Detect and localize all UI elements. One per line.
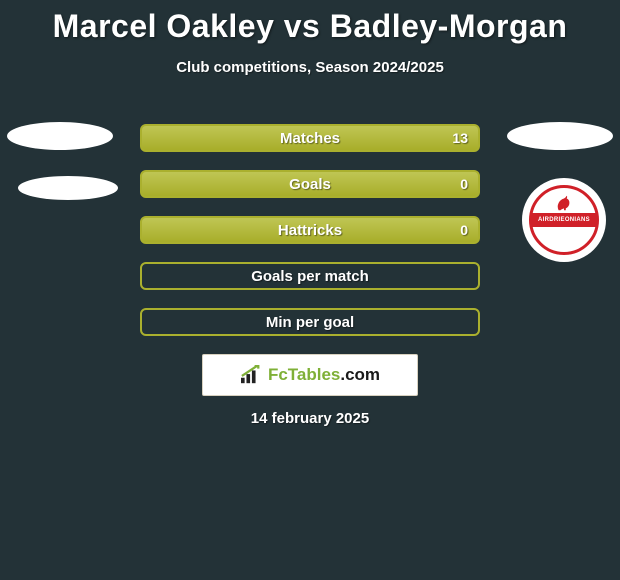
- stat-bar-goals-per-match: Goals per match: [140, 262, 480, 290]
- player-left-photo-placeholder-1: [7, 122, 113, 150]
- chart-icon: [240, 365, 262, 385]
- stat-label: Goals per match: [251, 268, 369, 285]
- subtitle: Club competitions, Season 2024/2025: [0, 59, 620, 76]
- stat-bar-min-per-goal: Min per goal: [140, 308, 480, 336]
- date-text: 14 february 2025: [0, 410, 620, 427]
- stats-bars: Matches 13 Goals 0 Hattricks 0 Goals per…: [140, 124, 480, 354]
- stat-value: 13: [452, 130, 468, 146]
- stat-label: Hattricks: [278, 222, 342, 239]
- badge-text: AIRDRIEONIANS: [532, 213, 596, 227]
- player-right-photo-placeholder: [507, 122, 613, 150]
- page-title: Marcel Oakley vs Badley-Morgan: [0, 0, 620, 45]
- player-left-photo-placeholder-2: [18, 176, 118, 200]
- stat-label: Matches: [280, 130, 340, 147]
- brand-attribution[interactable]: FcTables.com: [202, 354, 418, 396]
- stat-label: Goals: [289, 176, 331, 193]
- stat-label: Min per goal: [266, 314, 354, 331]
- stat-bar-matches: Matches 13: [140, 124, 480, 152]
- rooster-icon: [553, 194, 575, 212]
- stat-value: 0: [460, 176, 468, 192]
- stat-bar-goals: Goals 0: [140, 170, 480, 198]
- club-badge: AIRDRIEONIANS: [522, 178, 606, 262]
- stat-bar-hattricks: Hattricks 0: [140, 216, 480, 244]
- stat-value: 0: [460, 222, 468, 238]
- brand-text: FcTables.com: [268, 365, 380, 385]
